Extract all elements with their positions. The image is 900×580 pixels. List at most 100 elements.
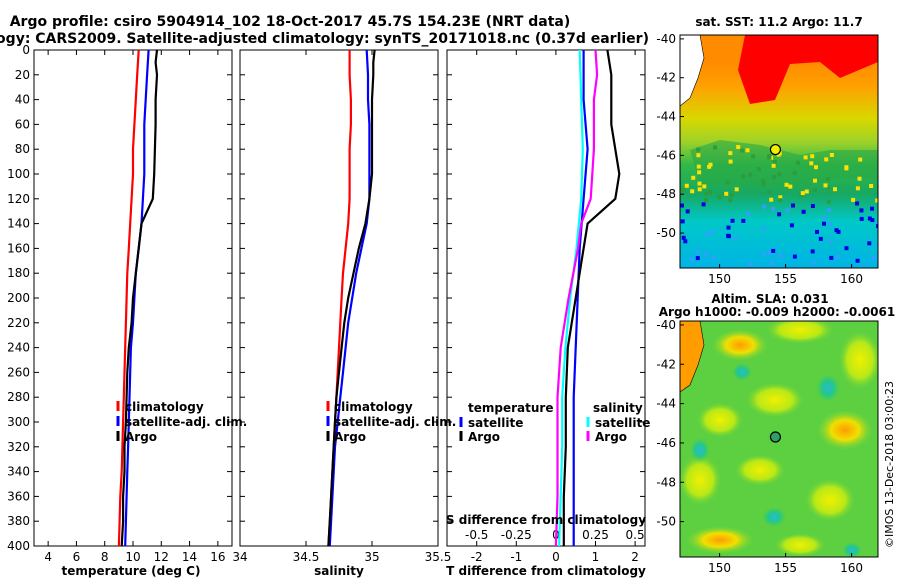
sst-speck: [870, 206, 874, 211]
difference-legend-salinity: salinity satellite Argo: [586, 401, 650, 444]
sst-map-axes: -40 -42 -44 -46 -48 -50 150 155 160: [656, 32, 863, 286]
legend-s-argo-label: Argo: [595, 430, 627, 444]
sst-speck: [859, 216, 864, 221]
sst-speck: [810, 154, 815, 159]
sst-speck: [701, 202, 706, 207]
sst-speck: [826, 199, 831, 204]
sst-speck: [725, 180, 730, 185]
sst-speck: [685, 209, 690, 214]
sst-speck: [748, 172, 753, 177]
map-y-tick-label: -44: [656, 397, 676, 411]
sst-speck: [708, 190, 712, 195]
sst-speck: [761, 226, 766, 231]
x-tick-label: -2: [471, 550, 483, 564]
sst-speck: [778, 195, 783, 200]
map-y-tick-label: -48: [656, 475, 676, 489]
series-temperature-argo: [562, 49, 621, 546]
map-y-tick-label: -44: [656, 110, 676, 124]
x-tick-label: 14: [182, 550, 197, 564]
sst-speck: [871, 256, 876, 261]
sst-speck: [707, 164, 712, 169]
sst-speck: [711, 255, 716, 260]
sst-speck: [769, 197, 774, 202]
sst-speck: [859, 208, 864, 213]
watermark: ©IMOS 13-Dec-2018 03:00:23: [883, 381, 896, 548]
x-tick-label: -1: [510, 550, 522, 564]
sst-speck: [710, 229, 715, 234]
sst-speck: [762, 204, 767, 209]
salinity-profile-chart: 34 34.5 35 35.5: [232, 49, 451, 564]
sst-speck: [733, 237, 738, 241]
sst-speck: [695, 250, 700, 255]
sst-speck: [851, 197, 856, 202]
title-line-1: Argo profile: csiro 5904914_102 18-Oct-2…: [10, 14, 571, 30]
sst-warm-patch: [738, 35, 878, 104]
sst-speck: [771, 248, 776, 253]
sst-speck: [771, 207, 776, 211]
x-tick-label: 1: [592, 550, 600, 564]
legend-climatology-label: climatology: [125, 400, 204, 414]
sst-speck: [801, 209, 806, 214]
temperature-axis-label: temperature (deg C): [62, 564, 201, 578]
y-tick-label: 380: [7, 514, 30, 528]
sst-speck: [736, 145, 741, 149]
sst-speck: [697, 187, 702, 192]
sst-speck: [828, 221, 832, 226]
sst-speck: [826, 185, 831, 190]
sst-speck: [683, 239, 688, 244]
sst-speck: [829, 255, 834, 260]
sst-speck: [778, 253, 783, 258]
sst-speck: [776, 152, 781, 157]
sst-speck: [695, 256, 700, 261]
legend-satellite-label: satellite-adj. clim.: [125, 415, 247, 429]
y-tick-label: 360: [7, 489, 30, 503]
x-tick-label: 35: [364, 550, 379, 564]
map-x-tick-label: 150: [708, 561, 731, 575]
sst-speck: [777, 212, 782, 217]
sst-speck: [729, 193, 734, 198]
sst-speck: [724, 191, 729, 196]
y-tick-label: 60: [15, 117, 30, 131]
x-tick-label: 10: [125, 550, 140, 564]
y-tick-label: 260: [7, 365, 30, 379]
sst-speck: [823, 215, 828, 220]
sst-speck: [757, 167, 761, 172]
sst-speck: [689, 257, 694, 262]
x2-tick-label: -0.25: [501, 528, 532, 542]
map-x-tick-label: 150: [708, 272, 731, 286]
legend-t-argo-label: Argo: [468, 430, 500, 444]
sst-speck: [762, 252, 767, 257]
sst-speck: [829, 153, 834, 157]
x-tick-label: 4: [44, 550, 52, 564]
legend-s-satellite-label: satellite: [595, 416, 650, 430]
sst-speck: [704, 191, 709, 196]
y-tick-label: 100: [7, 167, 30, 181]
series-argo: [120, 49, 159, 547]
map-x-tick-label: 160: [840, 561, 863, 575]
sst-speck: [835, 254, 840, 259]
sst-speck: [761, 179, 766, 184]
sst-speck: [772, 160, 777, 164]
sst-speck: [771, 163, 776, 168]
legend-temperature-heading: temperature: [468, 401, 553, 415]
sst-speck: [810, 249, 815, 254]
legend-salinity-heading: salinity: [593, 401, 643, 415]
sst-speck: [761, 182, 766, 187]
sst-speck: [869, 184, 874, 188]
sst-speck: [680, 219, 685, 224]
sst-green-band: [690, 140, 878, 190]
sst-speck: [858, 157, 863, 162]
sst-speck: [767, 154, 772, 159]
sst-speck: [696, 153, 701, 158]
sla-map-title: Altim. SLA: 0.031: [711, 292, 828, 306]
series-climatology: [117, 49, 140, 547]
sst-speck: [814, 165, 818, 170]
sst-speck: [788, 184, 793, 189]
salinity-axis-label: salinity: [314, 564, 364, 578]
y-tick-label: 160: [7, 241, 30, 255]
sst-speck: [867, 216, 872, 221]
tasmania-land: [680, 321, 705, 393]
sla-map-frame: [679, 320, 879, 558]
sst-speck: [748, 262, 753, 267]
sst-speck: [855, 201, 860, 206]
